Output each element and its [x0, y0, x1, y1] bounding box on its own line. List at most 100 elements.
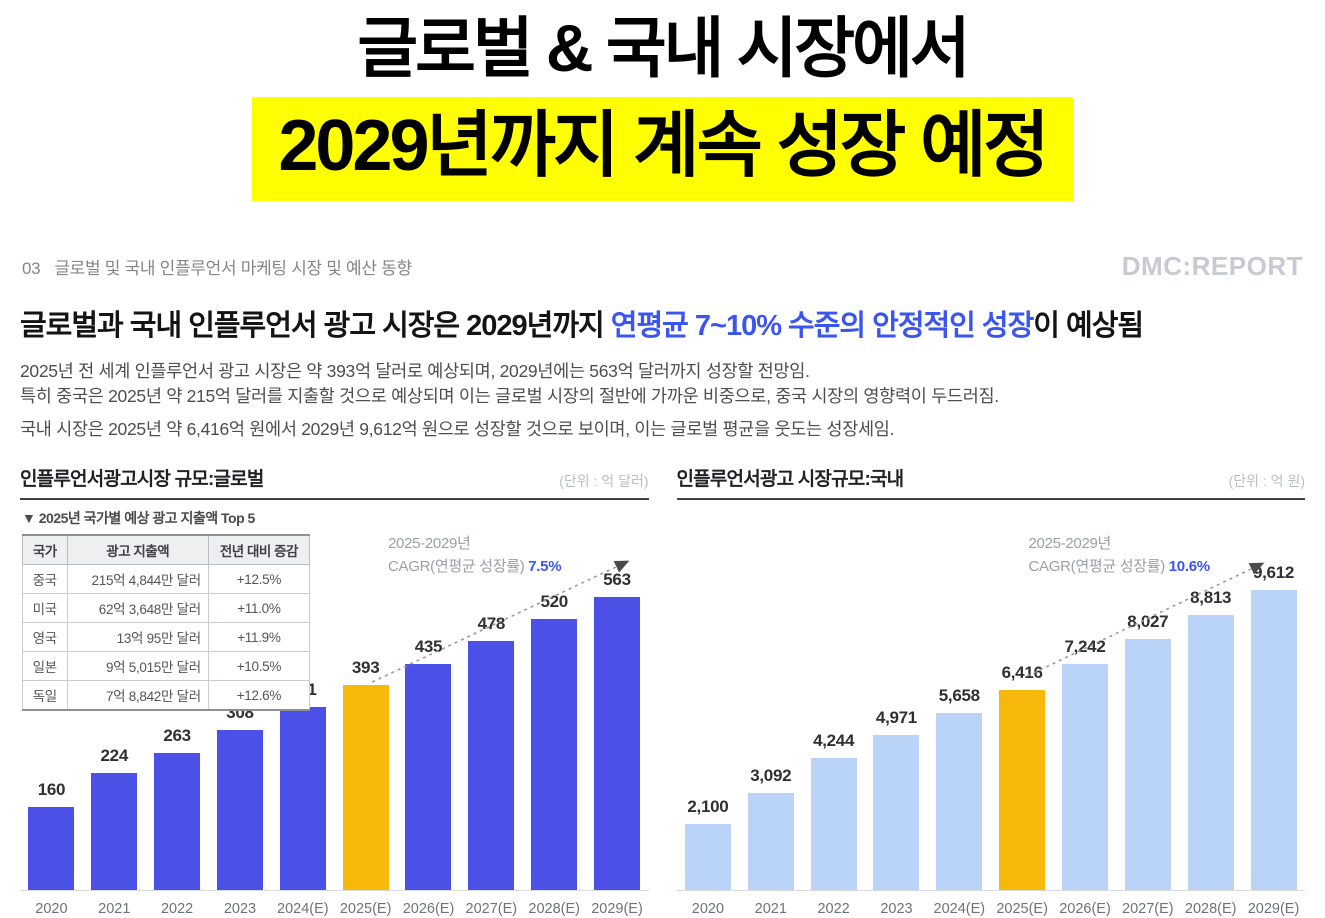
charts-row: 인플루언서광고시장 규모:글로벌 (단위 : 억 달러) ▼ 2025년 국가별…: [0, 464, 1325, 918]
x-axis-tick-label: 2022: [817, 901, 850, 918]
bar-value-label: 563: [603, 570, 631, 590]
section-label: 03 글로벌 및 국내 인플루언서 마케팅 시장 및 예산 동향: [22, 254, 412, 279]
chart-body-global: ▼ 2025년 국가별 예상 광고 지출액 Top 5 국가 광고 지출액 전년 대…: [20, 500, 649, 918]
chart-unit-global: (단위 : 억 달러): [559, 473, 649, 490]
bar: [216, 730, 263, 891]
bar-slot: 4,244: [802, 731, 865, 891]
body-line-2: 특히 중국은 2025년 약 215억 달러를 지출할 것으로 예상되며 이는 …: [20, 386, 999, 407]
x-axis-tick-label: 2021: [754, 901, 787, 918]
bar-slot: 520: [523, 592, 586, 891]
chart-header-global: 인플루언서광고시장 규모:글로벌 (단위 : 억 달러): [20, 464, 649, 501]
bar-slot: 6,416: [991, 663, 1054, 891]
bars-domestic: 2,100 3,092 4,244 4,971 5,658 6,416 7,242 8,027…: [676, 500, 1305, 892]
cagr-annotation-domestic: 2025-2029년 CAGR(연평균 성장률) 10.6%: [1028, 533, 1211, 579]
top5-table-caption: ▼ 2025년 국가별 예상 광고 지출액 Top 5: [22, 510, 255, 527]
cagr-annotation-global: 2025-2029년 CAGR(연평균 성장률) 7.5%: [388, 533, 562, 579]
body-line-1: 2025년 전 세계 인플루언서 광고 시장은 약 393억 달러로 예상되며,…: [20, 361, 810, 382]
x-axis-tick-label: 2023: [223, 901, 257, 918]
bar-value-label: 4,971: [875, 708, 917, 728]
x-axis-labels-domestic: 2020 2021 2022 2023 2024(E) 2025(E) 2026(E) 202…: [677, 894, 1306, 918]
bar-value-label: 6,416: [1001, 663, 1043, 683]
x-axis-tick-label: 2022: [160, 901, 194, 918]
table-header-cell: 광고 지출액: [66, 534, 209, 566]
headline-pre: 글로벌과 국내 인플루언서 광고 시장은 2029년까지: [20, 310, 611, 343]
x-axis-tick-label: 2025(E): [996, 901, 1048, 918]
cagr-line-domestic: CAGR(연평균 성장률) 10.6%: [1028, 556, 1211, 579]
chart-body-domestic: 2025-2029년 CAGR(연평균 성장률) 10.6% 2,100 3,09…: [676, 500, 1306, 918]
x-axis-tick-label: 2020: [35, 901, 68, 918]
bar-value-label: 224: [100, 746, 129, 766]
bar: [1250, 590, 1297, 891]
cagr-label-domestic: CAGR(연평균 성장률): [1028, 557, 1169, 575]
top5-table-body: 중국 215억 4,844만 달러 +12.5% 미국 62억 3,648만 달러 +11…: [22, 564, 311, 711]
x-axis-tick-label: 2020: [691, 901, 725, 918]
bar-highlighted: [342, 685, 389, 891]
table-row: 독일 7억 8,842만 달러 +12.6%: [22, 680, 311, 711]
bar: [594, 597, 641, 891]
table-header-cell: 전년 대비 증감: [207, 534, 311, 566]
cagr-line-global: CAGR(연평균 성장률) 7.5%: [388, 556, 562, 579]
bar-value-label: 435: [414, 637, 443, 657]
chart-header-domestic: 인플루언서광고 시장규모:국내 (단위 : 억 원): [676, 464, 1305, 501]
bar: [936, 713, 983, 891]
cagr-years-domestic: 2025-2029년: [1028, 535, 1112, 553]
bar: [405, 664, 452, 891]
bar: [531, 619, 578, 891]
bar-slot: 308: [209, 703, 272, 891]
bar-value-label: 9,612: [1252, 563, 1295, 583]
chart-title-global: 인플루언서광고시장 규모:글로벌: [20, 469, 264, 491]
bar-value-label: 3,092: [750, 766, 792, 786]
bar-value-label: 520: [540, 592, 568, 612]
bar-value-label: 5,658: [938, 686, 980, 706]
bar-slot: 9,612: [1242, 563, 1305, 891]
bar-slot: 478: [460, 614, 523, 891]
bar: [279, 707, 326, 891]
table-row: 영국 13억 95만 달러 +11.9%: [22, 622, 311, 653]
bar: [873, 735, 920, 891]
x-axis-tick-label: 2024(E): [933, 901, 986, 918]
x-axis-tick-label: 2029(E): [591, 901, 643, 918]
table-cell: 62억 3,648만 달러: [66, 593, 209, 624]
bar-value-label: 8,027: [1127, 612, 1169, 632]
bar-slot: 4,971: [865, 708, 928, 891]
table-cell: +11.9%: [207, 622, 311, 653]
bar-slot: 351: [271, 680, 334, 891]
top5-table-container: ▼ 2025년 국가별 예상 광고 지출액 Top 5 국가 광고 지출액 전년 대…: [22, 508, 311, 712]
bar-value-label: 8,813: [1190, 588, 1232, 608]
x-axis-tick-label: 2028(E): [528, 901, 580, 918]
bar: [28, 807, 75, 891]
table-row: 미국 62억 3,648만 달러 +11.0%: [22, 593, 311, 624]
bar-slot: 8,027: [1116, 612, 1179, 891]
table-cell: 9억 5,015만 달러: [66, 651, 209, 682]
bar-value-label: 7,242: [1064, 637, 1106, 657]
table-header-cell: 국가: [22, 534, 68, 566]
x-axis-tick-label: 2021: [98, 901, 131, 918]
x-axis-tick-label: 2026(E): [1059, 901, 1111, 918]
page-headline: 글로벌과 국내 인플루언서 광고 시장은 2029년까지 연평균 7~10% 수…: [0, 302, 1325, 344]
table-cell: 일본: [22, 651, 68, 682]
body-paragraph: 2025년 전 세계 인플루언서 광고 시장은 약 393억 달러로 예상되며,…: [0, 359, 1325, 442]
chart-title-domestic: 인플루언서광고 시장규모:국내: [676, 469, 905, 491]
bar-slot: 160: [20, 780, 83, 891]
table-cell: 7억 8,842만 달러: [66, 680, 209, 711]
x-axis-tick-label: 2027(E): [1122, 901, 1174, 918]
hero-banner: 글로벌 & 국내 시장에서 2029년까지 계속 성장 예정: [0, 0, 1325, 202]
cagr-years-global: 2025-2029년: [388, 535, 471, 553]
bar: [154, 753, 201, 891]
bar-slot: 8,813: [1179, 588, 1242, 891]
bar-value-label: 4,244: [813, 731, 855, 751]
bar-highlighted: [999, 690, 1046, 891]
chart-unit-domestic: (단위 : 억 원): [1228, 473, 1305, 490]
bar-value-label: 160: [37, 780, 66, 800]
bar-slot: 7,242: [1054, 637, 1117, 891]
hero-title-line1: 글로벌 & 국내 시장에서: [357, 11, 970, 85]
table-row: 일본 9억 5,015만 달러 +10.5%: [22, 651, 311, 682]
chart-panel-global: 인플루언서광고시장 규모:글로벌 (단위 : 억 달러) ▼ 2025년 국가별…: [20, 464, 649, 918]
bar: [468, 641, 515, 891]
bar-value-label: 2,100: [687, 797, 729, 817]
body-line-3: 국내 시장은 2025년 약 6,416억 원에서 2029년 9,612억 원…: [20, 418, 895, 439]
table-cell: 13억 95만 달러: [66, 622, 209, 653]
table-cell: +10.5%: [207, 651, 311, 682]
x-axis-tick-label: 2027(E): [465, 901, 518, 918]
x-axis-tick-label: 2028(E): [1184, 901, 1237, 918]
